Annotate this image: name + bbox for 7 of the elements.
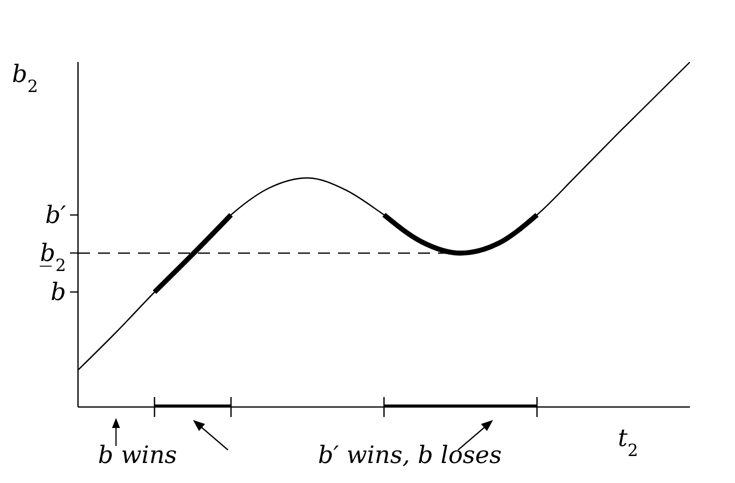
x-axis-title: t$_{2}$ [618,424,638,460]
text: b̲$_{2}$ [40,239,66,275]
y-axis-title: b$_{2}$ [12,60,38,96]
text: b wins [98,441,177,469]
text: b′ [45,201,67,229]
text: b [50,278,66,306]
text: b′ wins, b loses [318,441,502,469]
